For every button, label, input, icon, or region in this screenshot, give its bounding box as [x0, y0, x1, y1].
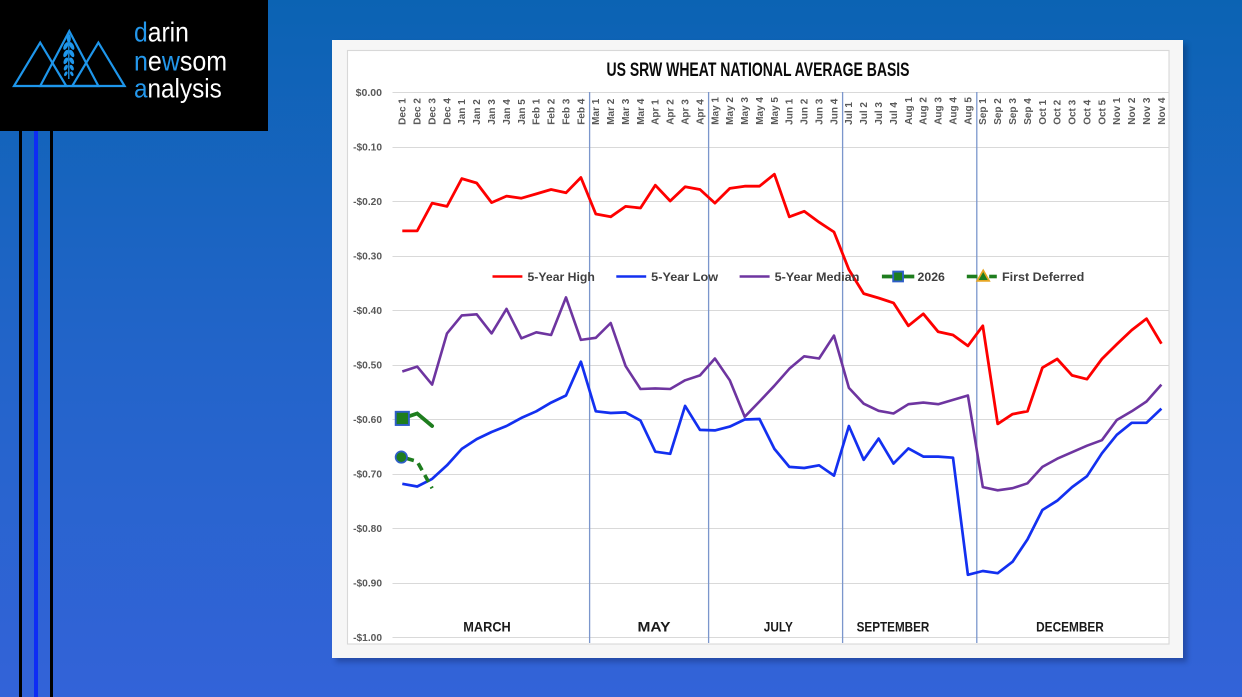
- svg-text:-$0.70: -$0.70: [353, 469, 382, 481]
- svg-text:May 5: May 5: [770, 97, 781, 125]
- svg-text:Jul 1: Jul 1: [844, 102, 855, 125]
- svg-text:-$0.20: -$0.20: [353, 196, 382, 208]
- svg-text:Jan 3: Jan 3: [487, 99, 498, 125]
- svg-text:5-Year High: 5-Year High: [528, 270, 595, 284]
- svg-text:-$0.30: -$0.30: [353, 251, 382, 263]
- svg-text:-$0.80: -$0.80: [353, 523, 382, 535]
- svg-text:Dec 1: Dec 1: [398, 98, 409, 125]
- svg-text:-$1.00: -$1.00: [353, 632, 382, 644]
- svg-text:-$0.50: -$0.50: [353, 360, 382, 372]
- svg-text:Oct 1: Oct 1: [1038, 99, 1049, 124]
- svg-text:$0.00: $0.00: [356, 87, 383, 99]
- svg-text:Oct 2: Oct 2: [1053, 99, 1064, 124]
- svg-text:Mar 1: Mar 1: [591, 98, 602, 125]
- svg-text:-$0.60: -$0.60: [353, 414, 382, 426]
- svg-text:Jan 4: Jan 4: [502, 99, 513, 125]
- svg-text:MARCH: MARCH: [463, 618, 511, 634]
- svg-text:-$0.90: -$0.90: [353, 578, 382, 590]
- svg-text:Jun 1: Jun 1: [785, 98, 796, 125]
- svg-text:May 3: May 3: [740, 97, 751, 125]
- svg-text:Mar 3: Mar 3: [621, 98, 632, 125]
- svg-text:Apr 2: Apr 2: [666, 99, 677, 125]
- svg-text:Nov 1: Nov 1: [1112, 97, 1123, 125]
- svg-text:Sep 2: Sep 2: [993, 98, 1004, 125]
- svg-text:Dec 2: Dec 2: [413, 98, 424, 125]
- svg-text:Jul 2: Jul 2: [859, 102, 870, 125]
- svg-text:Feb 1: Feb 1: [532, 98, 543, 125]
- svg-text:US SRW WHEAT NATIONAL AVERAGE: US SRW WHEAT NATIONAL AVERAGE BASIS: [607, 59, 910, 81]
- svg-text:-$0.40: -$0.40: [353, 305, 382, 317]
- svg-text:Feb 2: Feb 2: [547, 98, 558, 125]
- svg-text:Sep 1: Sep 1: [978, 98, 989, 125]
- svg-text:Jun 2: Jun 2: [800, 98, 811, 125]
- svg-text:Jan 5: Jan 5: [517, 99, 528, 125]
- svg-text:Aug 2: Aug 2: [919, 97, 930, 125]
- svg-text:Nov 3: Nov 3: [1142, 97, 1153, 125]
- svg-text:Oct 4: Oct 4: [1082, 99, 1093, 124]
- svg-text:Oct 5: Oct 5: [1097, 99, 1108, 124]
- svg-text:5-Year Median: 5-Year Median: [775, 270, 860, 284]
- svg-text:Feb 3: Feb 3: [561, 98, 572, 125]
- svg-text:DECEMBER: DECEMBER: [1036, 618, 1104, 634]
- svg-text:Jul 3: Jul 3: [874, 102, 885, 125]
- svg-text:Jun 3: Jun 3: [815, 98, 826, 125]
- svg-text:2026: 2026: [918, 270, 946, 284]
- svg-text:Aug 3: Aug 3: [934, 97, 945, 125]
- svg-text:Dec 3: Dec 3: [428, 98, 439, 125]
- svg-text:-$0.10: -$0.10: [353, 142, 382, 154]
- svg-text:Jun 4: Jun 4: [829, 98, 840, 125]
- svg-text:Oct 3: Oct 3: [1068, 99, 1079, 124]
- svg-text:Feb 4: Feb 4: [576, 98, 587, 125]
- svg-text:Apr 4: Apr 4: [695, 99, 706, 125]
- svg-text:Sep 3: Sep 3: [1008, 98, 1019, 125]
- svg-text:JULY: JULY: [764, 618, 794, 634]
- svg-text:Nov 4: Nov 4: [1157, 97, 1168, 125]
- svg-text:Sep 4: Sep 4: [1023, 98, 1034, 125]
- svg-text:Jan 2: Jan 2: [472, 99, 483, 125]
- svg-text:Aug 1: Aug 1: [904, 97, 915, 125]
- svg-text:Aug 4: Aug 4: [948, 97, 959, 125]
- svg-text:Dec 4: Dec 4: [442, 98, 453, 125]
- svg-text:Apr 1: Apr 1: [651, 99, 662, 125]
- svg-text:Mar 4: Mar 4: [636, 98, 647, 125]
- svg-text:May 1: May 1: [710, 97, 721, 125]
- svg-text:Apr 3: Apr 3: [681, 99, 692, 125]
- svg-text:May 2: May 2: [725, 97, 736, 125]
- svg-text:Jan 1: Jan 1: [457, 99, 468, 125]
- svg-text:SEPTEMBER: SEPTEMBER: [857, 618, 930, 634]
- svg-text:Nov 2: Nov 2: [1127, 97, 1138, 125]
- svg-text:Jul 4: Jul 4: [889, 102, 900, 125]
- svg-text:First Deferred: First Deferred: [1002, 270, 1084, 284]
- svg-text:Aug 5: Aug 5: [963, 97, 974, 125]
- svg-text:MAY: MAY: [638, 618, 672, 634]
- svg-text:May 4: May 4: [755, 97, 766, 125]
- svg-text:Mar 2: Mar 2: [606, 98, 617, 125]
- svg-text:5-Year Low: 5-Year Low: [651, 270, 719, 284]
